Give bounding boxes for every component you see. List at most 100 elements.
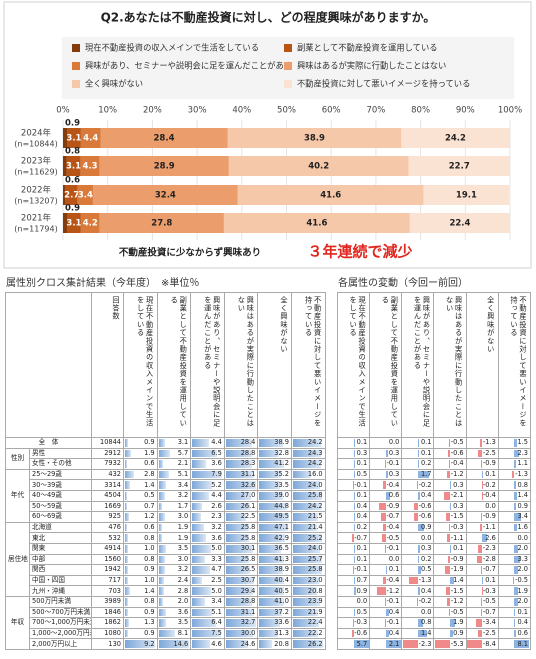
change-text: 0.4 bbox=[388, 628, 400, 637]
value-cell: 32.7 bbox=[223, 617, 259, 629]
bar-segment bbox=[223, 213, 410, 233]
change-bar bbox=[385, 470, 388, 479]
data-label: 41.6 bbox=[320, 191, 341, 201]
change-cell: 0.6 bbox=[497, 627, 532, 640]
change-text: 0.4 bbox=[388, 607, 400, 616]
data-bar bbox=[225, 555, 250, 564]
value-text: 25.8 bbox=[240, 554, 256, 563]
change-cell: 0.4 bbox=[401, 585, 435, 597]
change-cell: 1.9 bbox=[497, 585, 532, 597]
change-text: -2.1 bbox=[450, 491, 464, 500]
value-text: 22.2 bbox=[307, 628, 323, 637]
value-text: 26.5 bbox=[240, 565, 256, 574]
legend-label: 興味があり、セミナーや説明会に足を運んだことがある bbox=[85, 61, 292, 71]
change-cell: 0.4 bbox=[336, 511, 371, 523]
value-cell: 4.7 bbox=[190, 564, 225, 576]
change-text: -0.2 bbox=[418, 480, 432, 489]
value-cell: 7.9 bbox=[190, 468, 225, 481]
change-bar bbox=[417, 587, 421, 595]
table-row: 60〜69歳 925 1.2 3.0 2.3 22.5 49.5 21.5 bbox=[6, 511, 326, 523]
value-text: 30.7 bbox=[240, 576, 256, 585]
value-cell: 31.3 bbox=[257, 627, 292, 640]
value-cell: 5.0 bbox=[190, 585, 225, 597]
data-bar bbox=[158, 608, 166, 617]
change-text: -2.3 bbox=[482, 544, 496, 553]
change-cell: -5.3 bbox=[433, 638, 467, 650]
data-label: 28.9 bbox=[154, 162, 175, 172]
change-bar bbox=[380, 513, 386, 521]
change-text: -0.4 bbox=[386, 480, 400, 489]
change-cell: 2.1 bbox=[369, 638, 403, 650]
data-bar bbox=[292, 502, 321, 511]
table-row: 関西 1942 0.9 3.2 4.7 26.5 38.9 25.8 bbox=[6, 564, 326, 576]
changes-table: 現在不動産投資の収入メインで生活をしている 副業として不動産投資を運用している 興味… bbox=[336, 292, 532, 650]
count-cell: 703 bbox=[91, 585, 124, 597]
value-cell: 3.5 bbox=[156, 617, 192, 629]
data-label: 19.1 bbox=[456, 191, 477, 201]
change-text: -1.2 bbox=[386, 586, 400, 595]
change-bar bbox=[385, 597, 386, 606]
value-cell: 25.8 bbox=[290, 564, 326, 576]
data-bar bbox=[158, 597, 163, 606]
change-bar bbox=[353, 513, 355, 521]
change-cell: -0.1 bbox=[336, 564, 371, 576]
value-cell: 1.3 bbox=[123, 617, 158, 629]
row-label: 25〜29歳 bbox=[29, 468, 92, 481]
row-label: 東北 bbox=[29, 532, 92, 544]
data-bar bbox=[292, 470, 312, 479]
value-text: 24.3 bbox=[307, 448, 323, 457]
value-text: 41.3 bbox=[274, 554, 289, 563]
data-bar bbox=[225, 608, 255, 617]
x-tick-label: 40% bbox=[232, 106, 251, 116]
value-text: 23.0 bbox=[307, 576, 323, 585]
value-text: 22.5 bbox=[240, 512, 256, 521]
data-bar bbox=[192, 597, 206, 606]
value-text: 3.0 bbox=[177, 554, 189, 563]
data-bar bbox=[158, 619, 166, 627]
value-cell: 23.9 bbox=[290, 595, 326, 608]
data-bar bbox=[292, 534, 322, 542]
table-row: 中部 1560 0.8 3.0 3.3 25.8 41.3 25.7 bbox=[6, 553, 326, 566]
change-text: 0.0 bbox=[420, 607, 432, 616]
change-text: 0.3 bbox=[356, 448, 368, 457]
bar-segment bbox=[99, 156, 229, 176]
change-bar bbox=[409, 576, 418, 585]
value-cell: 24.3 bbox=[290, 447, 326, 460]
value-cell: 0.8 bbox=[123, 553, 158, 566]
change-bar bbox=[514, 523, 518, 532]
change-bar bbox=[514, 449, 519, 458]
change-text: -0.1 bbox=[386, 544, 400, 553]
header-row: 現在不動産投資の収入メインで生活をしている 副業として不動産投資を運用している 興味… bbox=[336, 292, 532, 438]
change-text: 0.0 bbox=[485, 501, 496, 510]
change-bar bbox=[379, 502, 386, 511]
category-note: (n=13207) bbox=[14, 197, 57, 206]
value-text: 0.7 bbox=[144, 501, 155, 510]
data-bar bbox=[259, 576, 284, 585]
x-tick-label: 90% bbox=[456, 106, 475, 116]
bar-segment bbox=[423, 185, 510, 205]
change-text: 0.0 bbox=[388, 554, 400, 563]
value-cell: 25.2 bbox=[290, 532, 326, 544]
value-text: 31.1 bbox=[240, 470, 256, 479]
change-cell: 0.9 bbox=[497, 500, 532, 513]
change-bar bbox=[402, 640, 418, 648]
change-bar bbox=[478, 544, 483, 553]
table-row: 0.7 -0.4 -1.3 1.4 0.1 -0.5 bbox=[336, 574, 532, 587]
change-text: -0.1 bbox=[386, 618, 400, 627]
change-cell: 5.7 bbox=[336, 638, 371, 650]
change-bar bbox=[512, 470, 515, 479]
data-bar bbox=[192, 460, 206, 468]
change-cell: 0.1 bbox=[497, 606, 532, 619]
data-bar bbox=[192, 544, 212, 553]
value-text: 9.2 bbox=[144, 639, 155, 648]
data-bar bbox=[225, 523, 250, 532]
change-text: 0.3 bbox=[453, 501, 464, 510]
change-cell: -0.1 bbox=[369, 542, 403, 555]
table-row: 0.1 -0.1 0.3 0.1 -2.3 2.0 bbox=[336, 542, 532, 555]
value-text: 22.4 bbox=[307, 618, 323, 627]
value-cell: 47.1 bbox=[257, 521, 292, 534]
change-text: -0.9 bbox=[482, 512, 496, 521]
change-bar bbox=[481, 491, 483, 500]
change-bar bbox=[446, 597, 451, 606]
data-label: 22.7 bbox=[449, 162, 470, 172]
